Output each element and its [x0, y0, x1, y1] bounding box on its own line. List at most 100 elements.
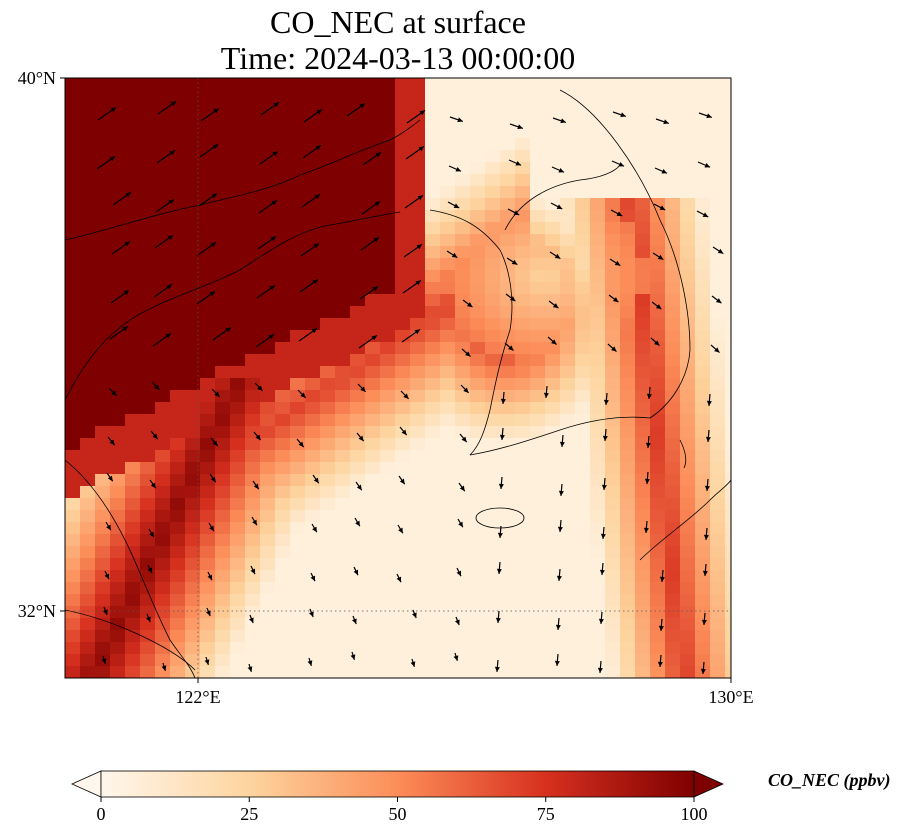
field-cell — [710, 270, 726, 283]
field-cell — [485, 354, 501, 367]
field-cell — [605, 198, 621, 211]
wind-arrowhead — [463, 387, 469, 393]
field-cell — [680, 630, 696, 643]
field-cell — [290, 186, 306, 199]
field-cell — [410, 354, 426, 367]
field-cell — [275, 630, 291, 643]
field-cell — [665, 210, 681, 223]
field-cell — [80, 654, 96, 667]
wind-arrowhead — [247, 666, 253, 672]
field-cell — [275, 666, 291, 678]
field-cell — [560, 450, 576, 463]
field-cell — [65, 126, 81, 139]
field-cell — [230, 450, 246, 463]
field-cell — [170, 246, 186, 259]
field-cell — [350, 114, 366, 127]
field-cell — [290, 162, 306, 175]
wind-arrowhead — [419, 110, 426, 116]
field-cell — [125, 486, 141, 499]
field-cell — [290, 306, 306, 319]
wind-arrowhead — [111, 390, 117, 396]
field-cell — [305, 282, 321, 295]
field-cell — [635, 102, 651, 115]
field-cell — [605, 126, 621, 139]
field-cell — [590, 402, 606, 415]
field-cell — [695, 654, 711, 667]
field-cell — [65, 270, 81, 283]
field-cell — [650, 102, 666, 115]
field-cell — [215, 366, 231, 379]
field-cell — [680, 426, 696, 439]
field-cell — [605, 426, 621, 439]
field-cell — [140, 78, 156, 91]
field-cell — [605, 462, 621, 475]
field-cell — [125, 498, 141, 511]
field-cell — [410, 630, 426, 643]
field-cell — [200, 558, 216, 571]
field-cell — [170, 414, 186, 427]
field-cell — [320, 438, 336, 451]
field-cell — [380, 150, 396, 163]
field-cell — [710, 594, 726, 607]
field-cell — [680, 606, 696, 619]
field-cell — [545, 666, 561, 678]
field-cell — [725, 210, 731, 223]
field-cell — [305, 258, 321, 271]
wind-arrowhead — [557, 526, 563, 532]
dmz-border — [504, 164, 621, 231]
field-cell — [410, 474, 426, 487]
field-cell — [335, 630, 351, 643]
field-cell — [260, 426, 276, 439]
field-cell — [185, 282, 201, 295]
field-cell — [110, 246, 126, 259]
field-cell — [65, 222, 81, 235]
field-cell — [485, 258, 501, 271]
field-cell — [200, 498, 216, 511]
field-cell — [545, 90, 561, 103]
field-cell — [365, 450, 381, 463]
field-cell — [560, 150, 576, 163]
field-cell — [530, 378, 546, 391]
field-cell — [170, 654, 186, 667]
field-cell — [455, 390, 471, 403]
field-cell — [335, 378, 351, 391]
field-cell — [545, 570, 561, 583]
field-cell — [245, 438, 261, 451]
field-cell — [620, 366, 636, 379]
field-cell — [410, 534, 426, 547]
field-cell — [725, 270, 731, 283]
field-cell — [215, 630, 231, 643]
field-cell — [515, 534, 531, 547]
field-cell — [590, 126, 606, 139]
wind-arrowhead — [310, 575, 316, 582]
field-cell — [245, 414, 261, 427]
field-cell — [245, 294, 261, 307]
field-cell — [710, 306, 726, 319]
field-cell — [110, 378, 126, 391]
field-cell — [665, 402, 681, 415]
field-cell — [470, 630, 486, 643]
field-cell — [170, 666, 186, 678]
field-cell — [320, 78, 336, 91]
field-cell — [125, 606, 141, 619]
field-cell — [530, 498, 546, 511]
field-cell — [380, 498, 396, 511]
field-cell — [590, 534, 606, 547]
field-cell — [620, 210, 636, 223]
field-cell — [185, 342, 201, 355]
field-cell — [140, 438, 156, 451]
field-cell — [335, 102, 351, 115]
field-cell — [500, 306, 516, 319]
field-cell — [485, 318, 501, 331]
field-cell — [680, 78, 696, 91]
field-cell — [260, 390, 276, 403]
field-cell — [200, 510, 216, 523]
field-cell — [425, 630, 441, 643]
field-cell — [200, 174, 216, 187]
field-cell — [605, 246, 621, 259]
field-cell — [665, 330, 681, 343]
wind-arrowhead — [103, 609, 108, 616]
wind-arrowhead — [353, 569, 359, 576]
field-cell — [725, 534, 731, 547]
field-cell — [290, 126, 306, 139]
